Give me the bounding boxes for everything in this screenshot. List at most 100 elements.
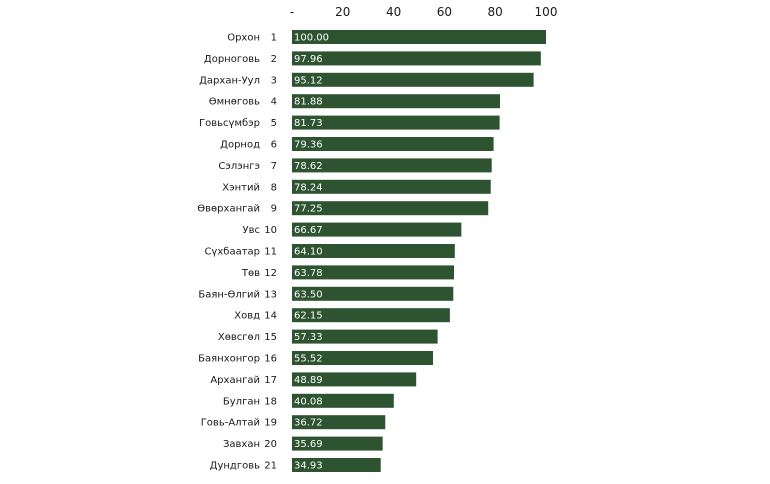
rank-label: 19 bbox=[264, 418, 277, 429]
category-label: Хэнтий bbox=[222, 182, 260, 193]
bar bbox=[292, 72, 534, 87]
bar-value-label: 81.88 bbox=[294, 97, 323, 108]
bar-value-label: 63.50 bbox=[294, 289, 323, 300]
rank-label: 6 bbox=[271, 140, 277, 151]
bar bbox=[292, 458, 381, 472]
bar-value-label: 48.89 bbox=[294, 375, 323, 386]
category-label: Говь-Алтай bbox=[201, 418, 260, 429]
category-label: Өмнөговь bbox=[209, 97, 260, 108]
category-label: Архангай bbox=[210, 375, 260, 386]
bar-value-label: 57.33 bbox=[294, 332, 323, 343]
bar-value-label: 81.73 bbox=[294, 118, 323, 129]
x-tick-label: 20 bbox=[335, 5, 350, 19]
bar bbox=[292, 393, 394, 408]
bar-row: Хэнтий 8 78.24 bbox=[222, 179, 491, 194]
category-label: Орхон bbox=[227, 33, 260, 44]
bar bbox=[292, 286, 454, 301]
bar-row: Архангай 17 48.89 bbox=[210, 372, 417, 387]
bar-value-label: 34.93 bbox=[294, 461, 323, 472]
bar-value-label: 35.69 bbox=[294, 439, 323, 450]
x-tick-label: 80 bbox=[488, 5, 503, 19]
rank-label: 17 bbox=[264, 375, 277, 386]
bar bbox=[292, 329, 438, 344]
bar bbox=[292, 222, 462, 237]
rank-label: 5 bbox=[271, 118, 277, 129]
bar bbox=[292, 265, 455, 280]
category-label: Завхан bbox=[223, 439, 260, 450]
bar bbox=[292, 179, 491, 194]
rank-label: 1 bbox=[271, 33, 277, 44]
rank-label: 8 bbox=[271, 182, 277, 193]
bar-row: Баянхонгор 16 55.52 bbox=[198, 351, 434, 365]
bar bbox=[292, 415, 386, 430]
rank-label: 10 bbox=[264, 225, 277, 236]
rank-label: 13 bbox=[264, 289, 277, 300]
bar-value-label: 40.08 bbox=[294, 396, 323, 407]
bar-row: Сэлэнгэ 7 78.62 bbox=[218, 158, 492, 173]
rank-label: 4 bbox=[271, 97, 277, 108]
rank-label: 12 bbox=[264, 268, 277, 279]
bar-value-label: 66.67 bbox=[294, 225, 323, 236]
bar-row: Дархан-Уул 3 95.12 bbox=[199, 72, 534, 87]
bar-value-label: 95.12 bbox=[294, 75, 323, 86]
category-label: Өвөрхангай bbox=[197, 204, 260, 215]
bar-value-label: 55.52 bbox=[294, 354, 323, 365]
rank-label: 7 bbox=[271, 161, 277, 172]
category-label: Булган bbox=[223, 396, 260, 407]
bar bbox=[292, 351, 434, 365]
bar-value-label: 78.24 bbox=[294, 182, 323, 193]
rank-label: 16 bbox=[264, 354, 277, 365]
category-label: Хөвсгөл bbox=[218, 332, 260, 343]
category-label: Дорнод bbox=[220, 140, 260, 151]
bar-row: Дорноговь 2 97.96 bbox=[204, 51, 541, 66]
category-label: Ховд bbox=[234, 311, 260, 322]
bar-row: Баян-Өлгий 13 63.50 bbox=[198, 286, 454, 301]
bar-row: Ховд 14 62.15 bbox=[234, 308, 450, 323]
bar bbox=[292, 436, 383, 451]
bar-row: Говь-Алтай 19 36.72 bbox=[201, 415, 386, 430]
category-label: Увс bbox=[243, 225, 261, 236]
bar-value-label: 63.78 bbox=[294, 268, 323, 279]
bar-row: Хөвсгөл 15 57.33 bbox=[218, 329, 438, 344]
bar-value-label: 100.00 bbox=[294, 33, 329, 44]
bar-value-label: 79.36 bbox=[294, 140, 323, 151]
category-label: Сэлэнгэ bbox=[218, 161, 260, 172]
bar-row: Дорнод 6 79.36 bbox=[220, 137, 494, 151]
bar-value-label: 77.25 bbox=[294, 204, 323, 215]
x-tick-label: 100 bbox=[535, 5, 558, 19]
rank-label: 21 bbox=[264, 461, 277, 472]
category-label: Дорноговь bbox=[204, 54, 260, 65]
rank-label: 2 bbox=[271, 54, 277, 65]
category-label: Баянхонгор bbox=[198, 354, 260, 365]
bar-row: Дундговь 21 34.93 bbox=[210, 458, 381, 472]
bar-value-label: 64.10 bbox=[294, 247, 323, 258]
bar-row: Төв 12 63.78 bbox=[241, 265, 455, 280]
bar bbox=[292, 308, 450, 323]
bar bbox=[292, 115, 500, 130]
bar-value-label: 97.96 bbox=[294, 54, 323, 65]
rank-label: 3 bbox=[271, 75, 277, 86]
bar-row: Увс 10 66.67 bbox=[243, 222, 462, 237]
bar bbox=[292, 244, 455, 258]
bar-value-label: 36.72 bbox=[294, 418, 323, 429]
bar bbox=[292, 137, 494, 151]
category-label: Дундговь bbox=[210, 461, 260, 472]
bar-row: Сүхбаатар 11 64.10 bbox=[204, 244, 455, 258]
category-label: Төв bbox=[241, 268, 260, 279]
rank-label: 15 bbox=[264, 332, 277, 343]
bar-row: Говьсүмбэр 5 81.73 bbox=[199, 115, 500, 130]
category-label: Говьсүмбэр bbox=[199, 118, 260, 129]
bar-row: Орхон 1 100.00 bbox=[227, 30, 546, 44]
bar-row: Өвөрхангай 9 77.25 bbox=[197, 201, 489, 216]
rank-label: 14 bbox=[264, 311, 277, 322]
rank-label: 20 bbox=[264, 439, 277, 450]
bar bbox=[292, 94, 500, 109]
bar-row: Өмнөговь 4 81.88 bbox=[209, 94, 500, 109]
rank-label: 18 bbox=[264, 396, 277, 407]
category-label: Баян-Өлгий bbox=[198, 289, 260, 300]
x-tick-label: 40 bbox=[386, 5, 401, 19]
bar bbox=[292, 30, 546, 44]
